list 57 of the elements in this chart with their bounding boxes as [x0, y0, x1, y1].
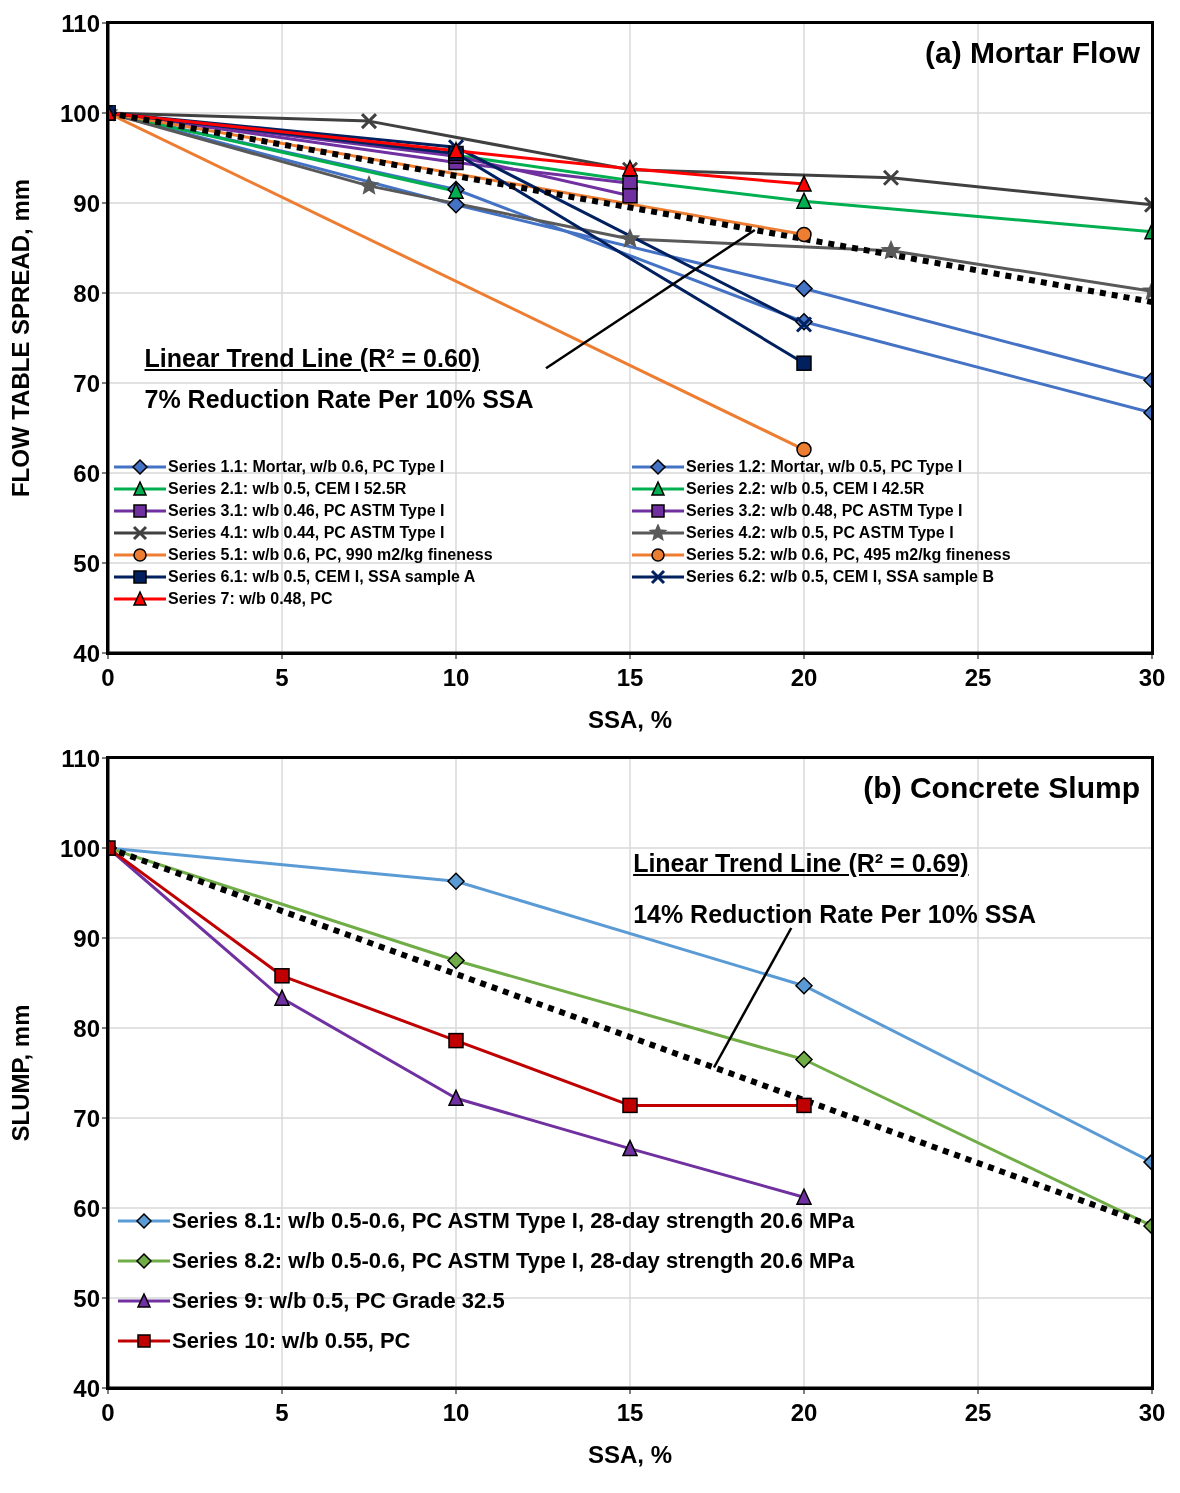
y-tick-label: 100	[59, 99, 100, 127]
legend-label: Series 7: w/b 0.48, PC	[168, 589, 333, 608]
x-tick-label: 5	[275, 1399, 289, 1427]
x-tick-label: 0	[101, 664, 115, 692]
legend-label: Series 6.1: w/b 0.5, CEM I, SSA sample A	[168, 567, 476, 586]
legend-label: Series 1.2: Mortar, w/b 0.5, PC Type I	[686, 457, 963, 476]
y-tick-label: 100	[59, 834, 100, 862]
legend-label: Series 3.1: w/b 0.46, PC ASTM Type I	[168, 501, 445, 520]
y-tick-label: 60	[73, 459, 100, 487]
chart-title: (b) Concrete Slump	[863, 770, 1140, 805]
legend-label: Series 8.2: w/b 0.5-0.6, PC ASTM Type I, 28-day strength 20.6 MPa	[172, 1248, 855, 1275]
x-tick-label: 20	[790, 1399, 818, 1427]
y-tick-label: 80	[73, 279, 100, 307]
legend-label: Series 6.2: w/b 0.5, CEM I, SSA sample B	[686, 567, 994, 586]
y-tick-label: 80	[73, 1014, 100, 1042]
y-tick-label: 50	[73, 1284, 100, 1312]
y-axis-title: FLOW TABLE SPREAD, mm	[6, 178, 34, 498]
x-tick-label: 15	[616, 1399, 644, 1427]
y-tick-label: 40	[73, 639, 100, 667]
legend-label: Series 3.2: w/b 0.48, PC ASTM Type I	[686, 501, 963, 520]
y-tick-label: 90	[73, 189, 100, 217]
y-tick-label: 70	[73, 369, 100, 397]
y-axis-title: SLUMP, mm	[6, 1004, 34, 1142]
x-axis-title: SSA, %	[587, 1441, 673, 1468]
x-tick-label: 30	[1138, 664, 1166, 692]
y-tick-label: 40	[73, 1374, 100, 1402]
annotation: 7% Reduction Rate Per 10% SSA	[144, 385, 534, 415]
x-tick-label: 25	[964, 664, 992, 692]
x-tick-label: 30	[1138, 1399, 1166, 1427]
y-tick-label: 50	[73, 549, 100, 577]
chart-title: (a) Mortar Flow	[925, 35, 1140, 70]
annotation: Linear Trend Line (R² = 0.60)	[144, 344, 481, 374]
legend-label: Series 5.2: w/b 0.6, PC, 495 m2/kg fineness	[686, 545, 1011, 564]
legend-label: Series 9: w/b 0.5, PC Grade 32.5	[172, 1288, 505, 1315]
y-tick-label: 110	[61, 744, 100, 772]
x-tick-label: 10	[442, 1399, 470, 1427]
legend-label: Series 2.2: w/b 0.5, CEM I 42.5R	[686, 479, 925, 498]
x-tick-label: 0	[101, 1399, 115, 1427]
annotation: 14% Reduction Rate Per 10% SSA	[633, 899, 1037, 929]
legend-label: Series 10: w/b 0.55, PC	[172, 1328, 411, 1355]
legend-label: Series 4.1: w/b 0.44, PC ASTM Type I	[168, 523, 445, 542]
y-tick-label: 110	[61, 9, 100, 37]
legend-label: Series 1.1: Mortar, w/b 0.6, PC Type I	[168, 457, 445, 476]
x-tick-label: 20	[790, 664, 818, 692]
y-tick-label: 70	[73, 1104, 100, 1132]
legend-label: Series 8.1: w/b 0.5-0.6, PC ASTM Type I, 28-day strength 20.6 MPa	[172, 1208, 855, 1235]
y-tick-label: 60	[73, 1194, 100, 1222]
legend-label: Series 5.1: w/b 0.6, PC, 990 m2/kg fineness	[168, 545, 493, 564]
y-tick-label: 90	[73, 924, 100, 952]
legend-label: Series 2.1: w/b 0.5, CEM I 52.5R	[168, 479, 407, 498]
x-tick-label: 5	[275, 664, 289, 692]
x-tick-label: 25	[964, 1399, 992, 1427]
legend-label: Series 4.2: w/b 0.5, PC ASTM Type I	[686, 523, 954, 542]
x-tick-label: 10	[442, 664, 470, 692]
x-axis-title: SSA, %	[587, 706, 673, 733]
annotation: Linear Trend Line (R² = 0.69)	[633, 849, 969, 879]
x-tick-label: 15	[616, 664, 644, 692]
